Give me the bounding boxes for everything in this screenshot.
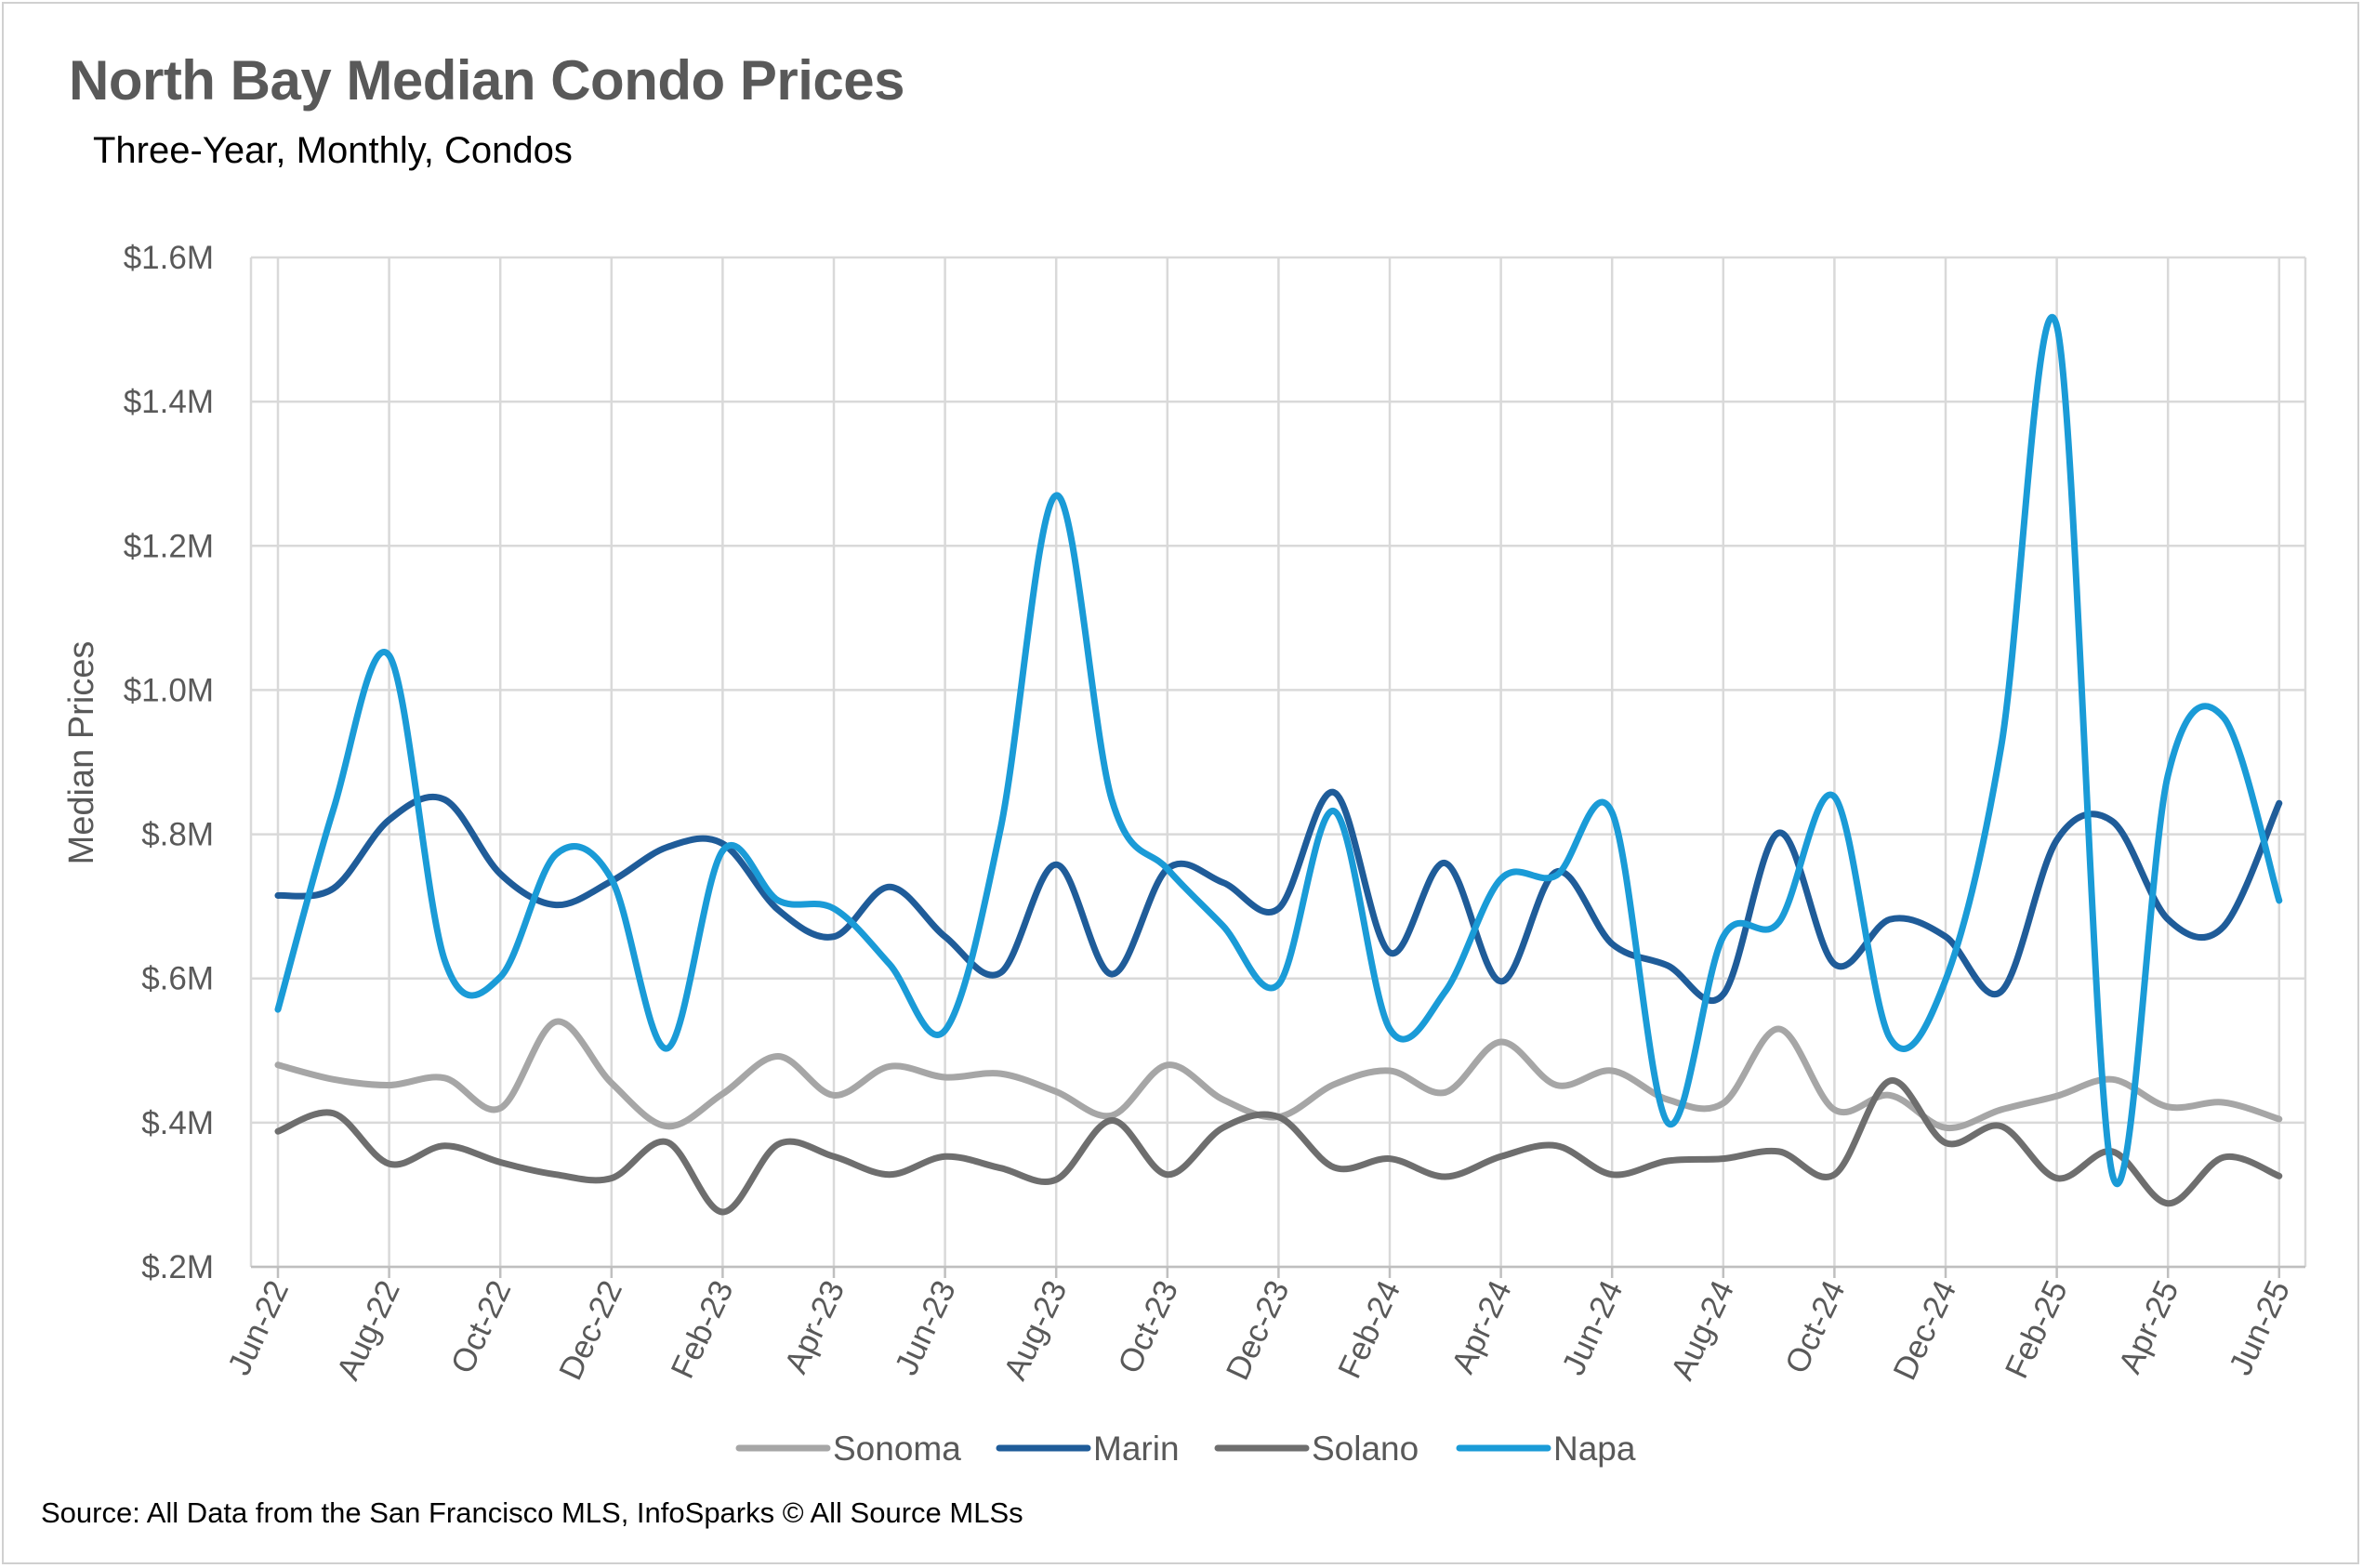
source-note: Source: All Data from the San Francisco … [41,1496,1023,1529]
series-line-solano [274,1077,2283,1216]
series-line-marin [274,789,2283,1004]
x-tick-label: Jun-25 [2222,1275,2297,1380]
y-axis-ticks: $1.6M $1.4M $1.2M $1.0M $.8M $.6M $.4M $.2M [124,240,214,1285]
chart-title: North Bay Median Condo Prices [69,49,904,112]
y-tick-label: $1.4M [124,384,214,420]
gridlines [249,256,2307,1278]
x-tick-label: Feb-23 [664,1275,740,1384]
y-tick-label: $.2M [141,1249,214,1285]
chart-subtitle: Three-Year, Monthly, Condos [93,130,573,171]
x-tick-label: Dec-22 [552,1275,629,1386]
legend-label-solano: Solano [1312,1430,1419,1468]
y-tick-label: $.8M [141,817,214,853]
x-tick-label: Aug-22 [330,1275,407,1386]
x-tick-label: Jun-22 [221,1275,297,1380]
x-tick-label: Apr-23 [778,1275,852,1379]
legend-label-sonoma: Sonoma [833,1430,961,1468]
x-tick-label: Dec-23 [1220,1275,1297,1386]
legend: Sonoma Marin Solano Napa [735,1430,1636,1468]
series-lines [274,313,2283,1216]
series-line-napa [274,313,2283,1188]
y-axis-title: Median Prices [62,641,101,865]
legend-label-napa: Napa [1553,1430,1636,1468]
y-tick-label: $1.6M [124,240,214,276]
y-tick-label: $.6M [141,961,214,997]
y-tick-label: $.4M [141,1105,214,1141]
x-tick-label: Aug-23 [997,1275,1074,1386]
x-tick-label: Dec-24 [1886,1275,1963,1386]
x-axis-ticks: Jun-22 Aug-22 Oct-22 Dec-22 Feb-23 Apr-23 Jun-… [221,1275,2297,1386]
x-tick-label: Jun-24 [1555,1275,1630,1380]
x-tick-label: Oct-23 [1111,1275,1185,1379]
x-tick-label: Jun-23 [888,1275,963,1380]
y-tick-label: $1.0M [124,672,214,708]
x-tick-label: Oct-22 [444,1275,519,1379]
x-tick-label: Feb-24 [1331,1275,1407,1384]
y-tick-label: $1.2M [124,528,214,564]
x-tick-label: Apr-25 [2112,1275,2186,1379]
x-tick-label: Aug-24 [1664,1275,1741,1386]
x-tick-label: Oct-24 [1778,1275,1853,1379]
x-tick-label: Apr-24 [1445,1275,1519,1379]
legend-label-marin: Marin [1093,1430,1180,1468]
x-tick-label: Feb-25 [1999,1275,2075,1384]
